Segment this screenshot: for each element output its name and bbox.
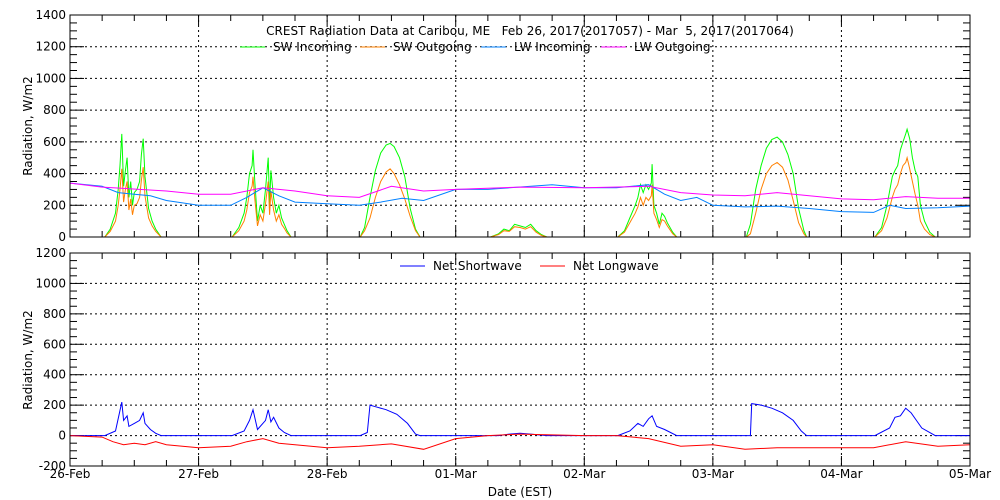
panel-0: 0 200 400 600 800 1000 1200 1400 SW Incoming SW O…: [35, 8, 971, 244]
series-line-lw-outgoing: [69, 182, 970, 201]
series-line-net-shortwave: [70, 401, 970, 437]
plot-frame: [69, 252, 971, 467]
legend-label: LW Outgoing: [634, 40, 711, 54]
x-tick-label: 27-Feb: [178, 467, 219, 481]
legend-label: SW Outgoing: [393, 40, 472, 54]
y-tick-label: 600: [43, 135, 66, 149]
series-line-lw-incoming: [69, 182, 971, 213]
legend-label: LW Incoming: [514, 40, 591, 54]
y-tick-label: 600: [43, 337, 66, 351]
plot-frame: [69, 14, 971, 238]
y-tick-label: 1000: [35, 71, 66, 85]
legend-label: SW Incoming: [273, 40, 352, 54]
y-tick-label: 800: [43, 307, 66, 321]
y-tick-label: 400: [43, 167, 66, 181]
y-tick-label: 800: [43, 103, 66, 117]
y-tick-label: -200: [39, 459, 66, 473]
y-tick-label: 200: [43, 198, 66, 212]
y-tick-label: 1200: [35, 40, 66, 54]
x-tick-label: 03-Mar: [692, 467, 734, 481]
y-tick-label: 400: [43, 368, 66, 382]
legend-label: Net Longwave: [573, 259, 659, 273]
series-line-sw-incoming: [70, 127, 970, 238]
series-line-sw-outgoing: [70, 155, 970, 238]
x-tick-label: 02-Mar: [563, 467, 605, 481]
x-tick-label: 01-Mar: [435, 467, 477, 481]
y-tick-label: 1000: [35, 276, 66, 290]
y-tick-label: 1400: [35, 8, 66, 22]
y-tick-label: 0: [58, 429, 66, 443]
bottom-y-axis-label: Radiation, W/m2: [21, 310, 35, 410]
legend-label: Net Shortwave: [433, 259, 522, 273]
y-tick-label: 1200: [35, 246, 66, 260]
x-tick-label: 05-Mar: [949, 467, 991, 481]
x-tick-label: 04-Mar: [820, 467, 862, 481]
series-line-net-longwave: [69, 433, 971, 450]
x-tick-label: 26-Feb: [50, 467, 91, 481]
y-tick-label: 200: [43, 398, 66, 412]
chart-title: CREST Radiation Data at Caribou, ME Feb …: [266, 24, 794, 38]
y-tick-label: 0: [58, 230, 66, 244]
x-axis-label: Date (EST): [488, 485, 552, 499]
panel-1: -200 0 200 400 600 800 1000 1200 26-Feb 27-Feb 28-…: [35, 246, 991, 481]
top-y-axis-label: Radiation, W/m2: [21, 76, 35, 176]
x-tick-label: 28-Feb: [307, 467, 348, 481]
